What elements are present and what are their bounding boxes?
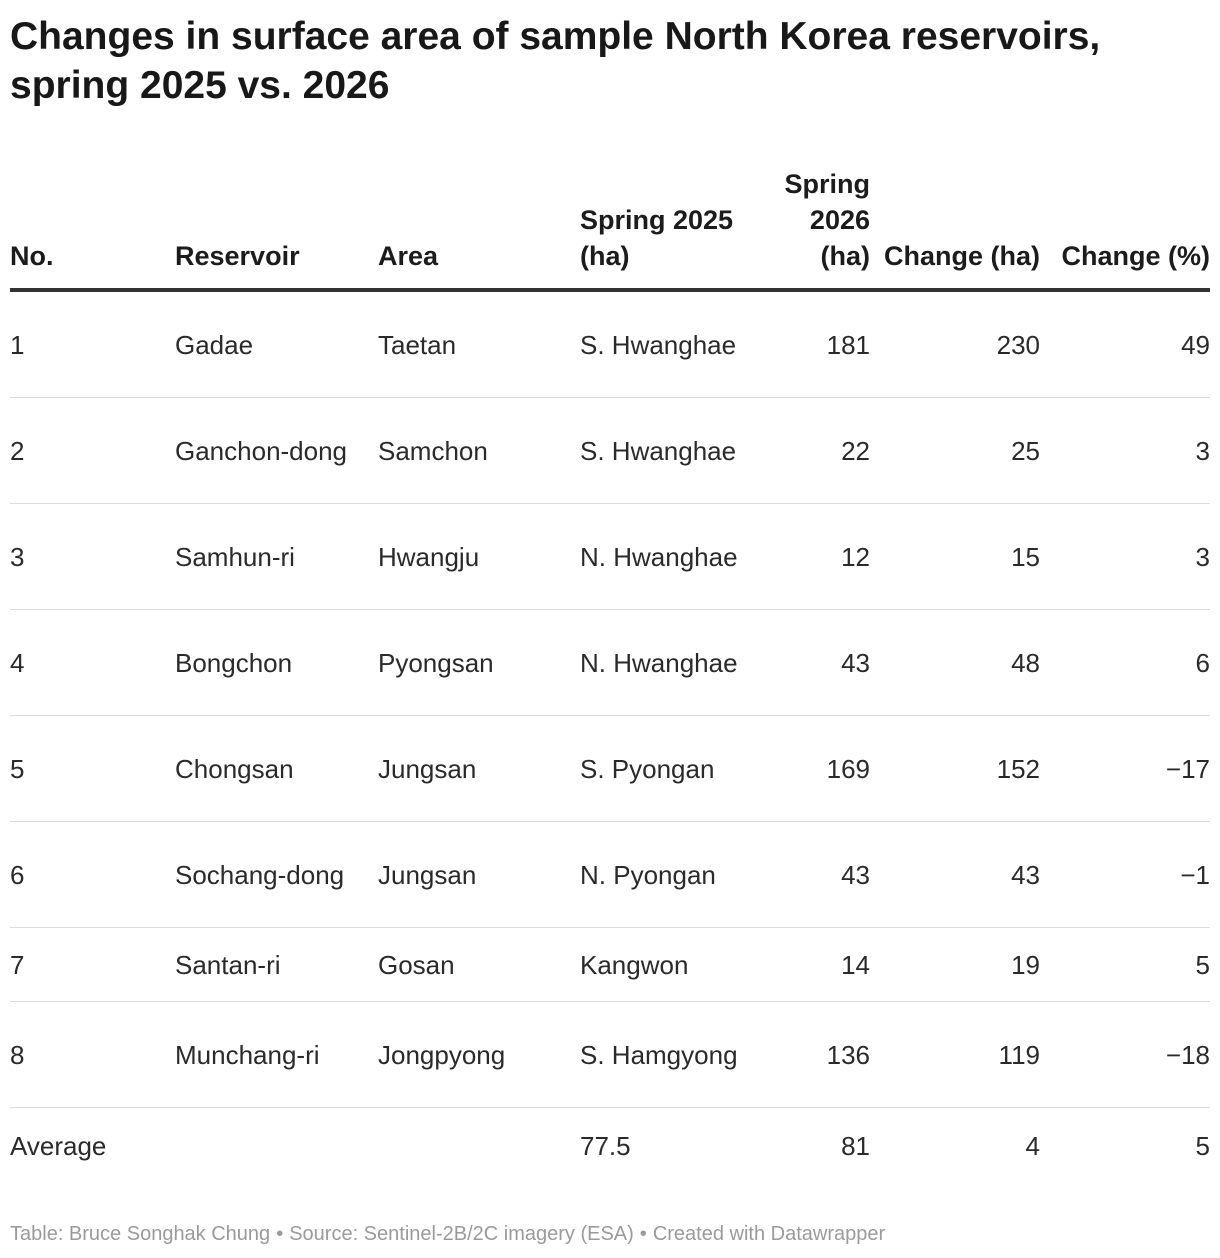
cell-area: Hwangju: [378, 503, 580, 610]
cell-change-ha: 119: [870, 1001, 1040, 1108]
cell-change-pct: 6: [1040, 609, 1210, 716]
cell-no: 3: [10, 503, 175, 610]
cell-change-ha: 25: [870, 397, 1040, 504]
cell-change-ha: 15: [870, 503, 1040, 610]
data-table: No. Reservoir Area Spring 2025 (ha) Spri…: [10, 162, 1210, 1184]
source-note: Source: Sentinel-2B/2C imagery (ESA): [289, 1223, 634, 1245]
cell-reservoir: Ganchon-dong: [175, 397, 378, 504]
cell-area: Jungsan: [378, 821, 580, 928]
cell-change-ha: 152: [870, 715, 1040, 822]
cell-change-ha: 230: [870, 290, 1040, 398]
cell-spring-2025: S. Pyongan: [580, 715, 770, 822]
table-credit: Table: Bruce Songhak Chung: [10, 1223, 271, 1245]
col-header-no: No.: [10, 162, 175, 292]
table-header-row: No. Reservoir Area Spring 2025 (ha) Spri…: [10, 162, 1210, 292]
cell-spring-2026: 43: [770, 609, 870, 716]
cell-reservoir: Munchang-ri: [175, 1001, 378, 1108]
cell-area: Jongpyong: [378, 1001, 580, 1108]
cell-spring-2026: 22: [770, 397, 870, 504]
average-spring-2026: 81: [841, 1131, 870, 1161]
cell-spring-2025: S. Hamgyong: [580, 1001, 770, 1108]
table-row: 8 Munchang-ri Jongpyong S. Hamgyong 136 …: [10, 1001, 1210, 1108]
average-change-pct: 5: [1195, 1131, 1210, 1161]
average-label: Average: [10, 1131, 107, 1161]
cell-change-ha: 43: [870, 821, 1040, 928]
footer-separator: •: [639, 1223, 647, 1245]
cell-no: 4: [10, 609, 175, 716]
col-header-area: Area: [378, 162, 580, 292]
col-header-change-pct: Change (%): [1040, 162, 1210, 292]
cell-area: Gosan: [378, 927, 580, 1002]
cell-area: Pyongsan: [378, 609, 580, 716]
cell-area: [378, 1108, 580, 1185]
col-header-reservoir: Reservoir: [175, 162, 378, 292]
cell-change-ha: 19: [870, 927, 1040, 1002]
cell-spring-2026: 43: [770, 821, 870, 928]
col-header-spring-2025: Spring 2025 (ha): [580, 162, 770, 292]
col-header-spring-2026: Spring 2026 (ha): [770, 162, 870, 292]
cell-spring-2026: 169: [770, 715, 870, 822]
cell-reservoir: Santan-ri: [175, 927, 378, 1002]
cell-reservoir: Gadae: [175, 290, 378, 398]
cell-change-ha: 48: [870, 609, 1040, 716]
cell-reservoir: Sochang-dong: [175, 821, 378, 928]
cell-no: 6: [10, 821, 175, 928]
cell-spring-2026: 136: [770, 1001, 870, 1108]
col-header-change-ha: Change (ha): [870, 162, 1040, 292]
cell-no: 1: [10, 290, 175, 398]
cell-change-pct: −17: [1040, 715, 1210, 822]
table-row: 7 Santan-ri Gosan Kangwon 14 19 5: [10, 927, 1210, 1002]
cell-spring-2026: 181: [770, 290, 870, 398]
footer-separator: •: [276, 1223, 284, 1245]
cell-change-pct: 5: [1040, 927, 1210, 1002]
cell-change-pct: 49: [1040, 290, 1210, 398]
cell-spring-2025: N. Pyongan: [580, 821, 770, 928]
average-row: Average 77.5 81 4 5: [10, 1108, 1210, 1185]
cell-change-pct: −18: [1040, 1001, 1210, 1108]
chart-title: Changes in surface area of sample North …: [10, 15, 1101, 107]
table-row: 2 Ganchon-dong Samchon S. Hwanghae 22 25…: [10, 397, 1210, 504]
table-row: 4 Bongchon Pyongsan N. Hwanghae 43 48 6: [10, 609, 1210, 716]
cell-spring-2026: 12: [770, 503, 870, 610]
average-spring-2025: 77.5: [580, 1131, 631, 1161]
table-row: 1 Gadae Taetan S. Hwanghae 181 230 49: [10, 290, 1210, 398]
created-with-link[interactable]: Created with Datawrapper: [652, 1223, 886, 1245]
table-row: 5 Chongsan Jungsan S. Pyongan 169 152 −1…: [10, 715, 1210, 822]
cell-spring-2026: 14: [770, 927, 870, 1002]
cell-area: Jungsan: [378, 715, 580, 822]
cell-no: 7: [10, 927, 175, 1002]
cell-spring-2025: N. Hwanghae: [580, 609, 770, 716]
cell-spring-2025: S. Hwanghae: [580, 290, 770, 398]
footer-credits: Table: Bruce Songhak Chung • Source: Senti…: [10, 1221, 885, 1247]
cell-reservoir: Chongsan: [175, 715, 378, 822]
cell-no: 2: [10, 397, 175, 504]
cell-reservoir: [175, 1108, 378, 1185]
cell-reservoir: Samhun-ri: [175, 503, 378, 610]
cell-area: Taetan: [378, 290, 580, 398]
table-row: 3 Samhun-ri Hwangju N. Hwanghae 12 15 3: [10, 503, 1210, 610]
cell-reservoir: Bongchon: [175, 609, 378, 716]
table-row: 6 Sochang-dong Jungsan N. Pyongan 43 43 …: [10, 821, 1210, 928]
cell-change-pct: 3: [1040, 503, 1210, 610]
cell-spring-2025: Kangwon: [580, 927, 770, 1002]
cell-spring-2025: S. Hwanghae: [580, 397, 770, 504]
cell-spring-2025: N. Hwanghae: [580, 503, 770, 610]
cell-change-pct: −1: [1040, 821, 1210, 928]
cell-area: Samchon: [378, 397, 580, 504]
cell-no: 5: [10, 715, 175, 822]
cell-change-pct: 3: [1040, 397, 1210, 504]
cell-no: 8: [10, 1001, 175, 1108]
average-change-ha: 4: [1025, 1131, 1040, 1161]
